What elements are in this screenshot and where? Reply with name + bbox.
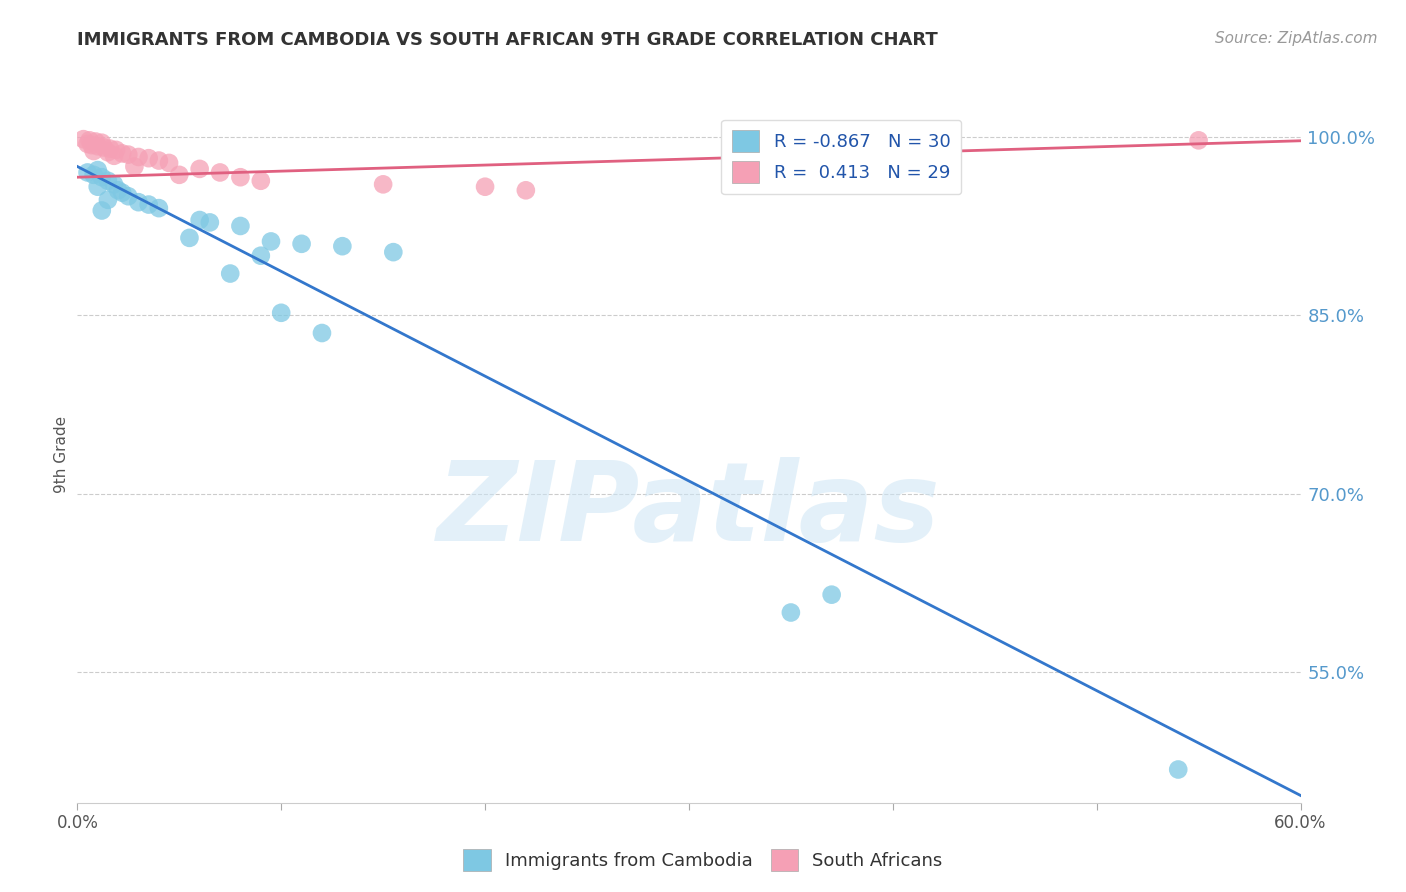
Point [93,140,115,154]
Point [209,165,232,179]
Point [260,235,283,249]
Point [250,174,273,188]
Legend: Immigrants from Cambodia, South Africans: Immigrants from Cambodia, South Africans [456,842,950,879]
Point [76,165,98,179]
Point [117,189,139,203]
Point [1188,133,1211,147]
Text: ZIPatlas: ZIPatlas [437,457,941,564]
Text: Source: ZipAtlas.com: Source: ZipAtlas.com [1215,31,1378,46]
Point [90,136,112,150]
Point [72,132,94,146]
Point [229,219,252,233]
Point [291,236,314,251]
Point [382,245,405,260]
Point [219,267,242,281]
Point [148,153,170,168]
Point [270,306,292,320]
Point [229,170,252,185]
Point [111,186,134,200]
Point [90,203,112,218]
Point [117,147,139,161]
Point [371,178,394,192]
Text: IMMIGRANTS FROM CAMBODIA VS SOUTH AFRICAN 9TH GRADE CORRELATION CHART: IMMIGRANTS FROM CAMBODIA VS SOUTH AFRICA… [77,31,938,49]
Point [84,135,107,149]
Point [87,179,110,194]
Point [821,588,844,602]
Y-axis label: 9th Grade: 9th Grade [53,417,69,493]
Point [76,136,98,151]
Point [474,179,496,194]
Point [124,160,146,174]
Point [97,193,120,207]
Point [98,142,121,156]
Point [332,239,354,253]
Point [83,144,105,158]
Point [179,231,201,245]
Point [169,168,191,182]
Point [1167,763,1189,777]
Point [311,326,333,340]
Point [105,143,128,157]
Point [138,197,160,211]
Point [103,149,125,163]
Point [780,606,803,620]
Point [97,145,120,160]
Point [90,170,112,185]
Point [198,215,221,229]
Point [83,168,105,182]
Point [250,249,273,263]
Point [107,183,129,197]
Point [111,146,134,161]
Point [138,151,160,165]
Point [188,213,211,227]
Point [97,174,120,188]
Point [103,178,125,192]
Legend: R = -0.867   N = 30, R =  0.413   N = 29: R = -0.867 N = 30, R = 0.413 N = 29 [721,120,962,194]
Point [128,150,150,164]
Point [148,201,170,215]
Point [188,161,211,176]
Point [79,133,101,147]
Point [87,163,110,178]
Point [128,195,150,210]
Point [157,156,180,170]
Point [87,139,110,153]
Point [80,138,103,153]
Point [515,183,537,197]
